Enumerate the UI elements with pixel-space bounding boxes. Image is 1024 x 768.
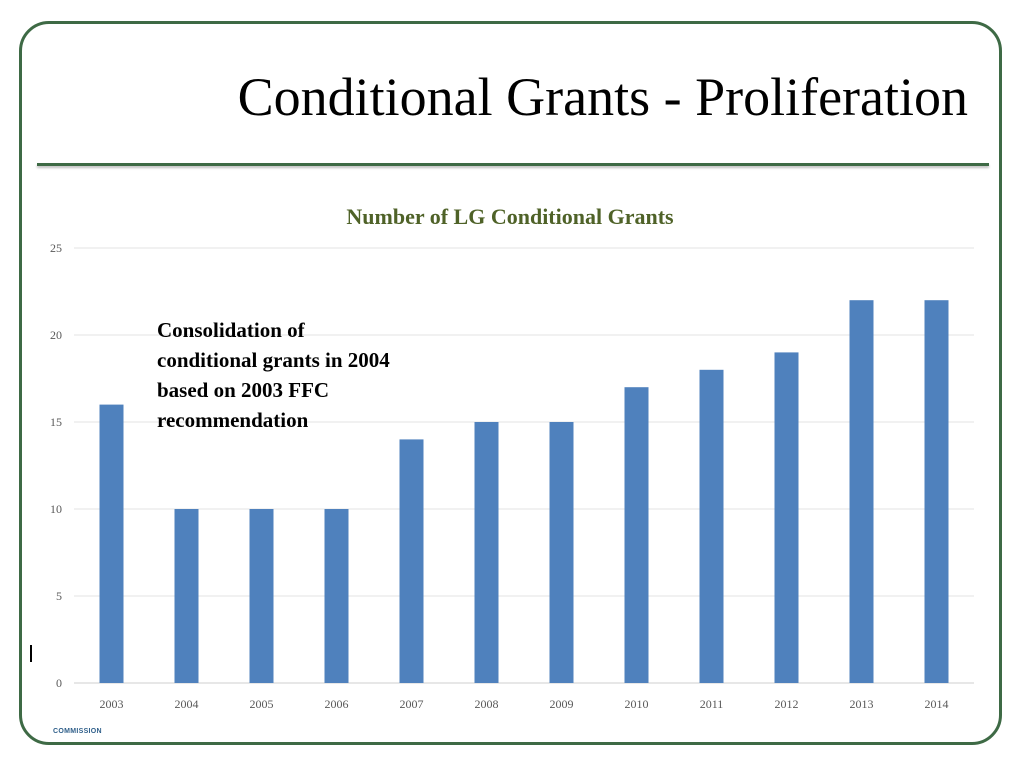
chart-annotation: Consolidation of conditional grants in 2… [157, 318, 390, 432]
gridlines [74, 247, 974, 684]
bar-2011 [699, 369, 724, 683]
y-tick-label: 20 [50, 328, 62, 342]
x-tick-label: 2011 [700, 697, 724, 711]
bar-2013 [849, 300, 874, 683]
bar-2003 [99, 404, 124, 683]
y-tick-label: 0 [56, 676, 62, 690]
y-tick-label: 5 [56, 589, 62, 603]
y-tick-label: 25 [50, 241, 62, 255]
chart-title: Number of LG Conditional Grants [346, 204, 674, 229]
footer-label: COMMISSION [53, 728, 102, 735]
y-tick-label: 15 [50, 415, 62, 429]
bar-2014 [924, 300, 949, 683]
x-tick-label: 2010 [625, 697, 649, 711]
x-axis-ticks: 2003 2004 2005 2006 2007 2008 2009 2010 2011 2012… [100, 697, 949, 711]
bar-2007 [399, 439, 424, 683]
x-tick-label: 2003 [100, 697, 124, 711]
text-cursor [30, 645, 32, 662]
x-tick-label: 2008 [475, 697, 499, 711]
title-divider [37, 163, 989, 166]
x-tick-label: 2009 [550, 697, 574, 711]
bar-2010 [624, 387, 649, 683]
bar-2008 [474, 422, 499, 683]
x-tick-label: 2006 [325, 697, 349, 711]
y-axis-ticks: 0 5 10 15 20 25 [50, 241, 62, 690]
bar-2005 [249, 509, 274, 683]
bar-2004 [174, 509, 199, 683]
x-tick-label: 2005 [250, 697, 274, 711]
x-tick-label: 2007 [400, 697, 424, 711]
bar-2006 [324, 509, 349, 683]
bar-2009 [549, 422, 574, 683]
bar-2012 [774, 352, 799, 683]
x-tick-label: 2004 [175, 697, 199, 711]
x-tick-label: 2012 [775, 697, 799, 711]
x-tick-label: 2013 [850, 697, 874, 711]
y-tick-label: 10 [50, 502, 62, 516]
x-tick-label: 2014 [925, 697, 949, 711]
slide-title: Conditional Grants - Proliferation [237, 67, 968, 127]
bars [99, 300, 949, 683]
